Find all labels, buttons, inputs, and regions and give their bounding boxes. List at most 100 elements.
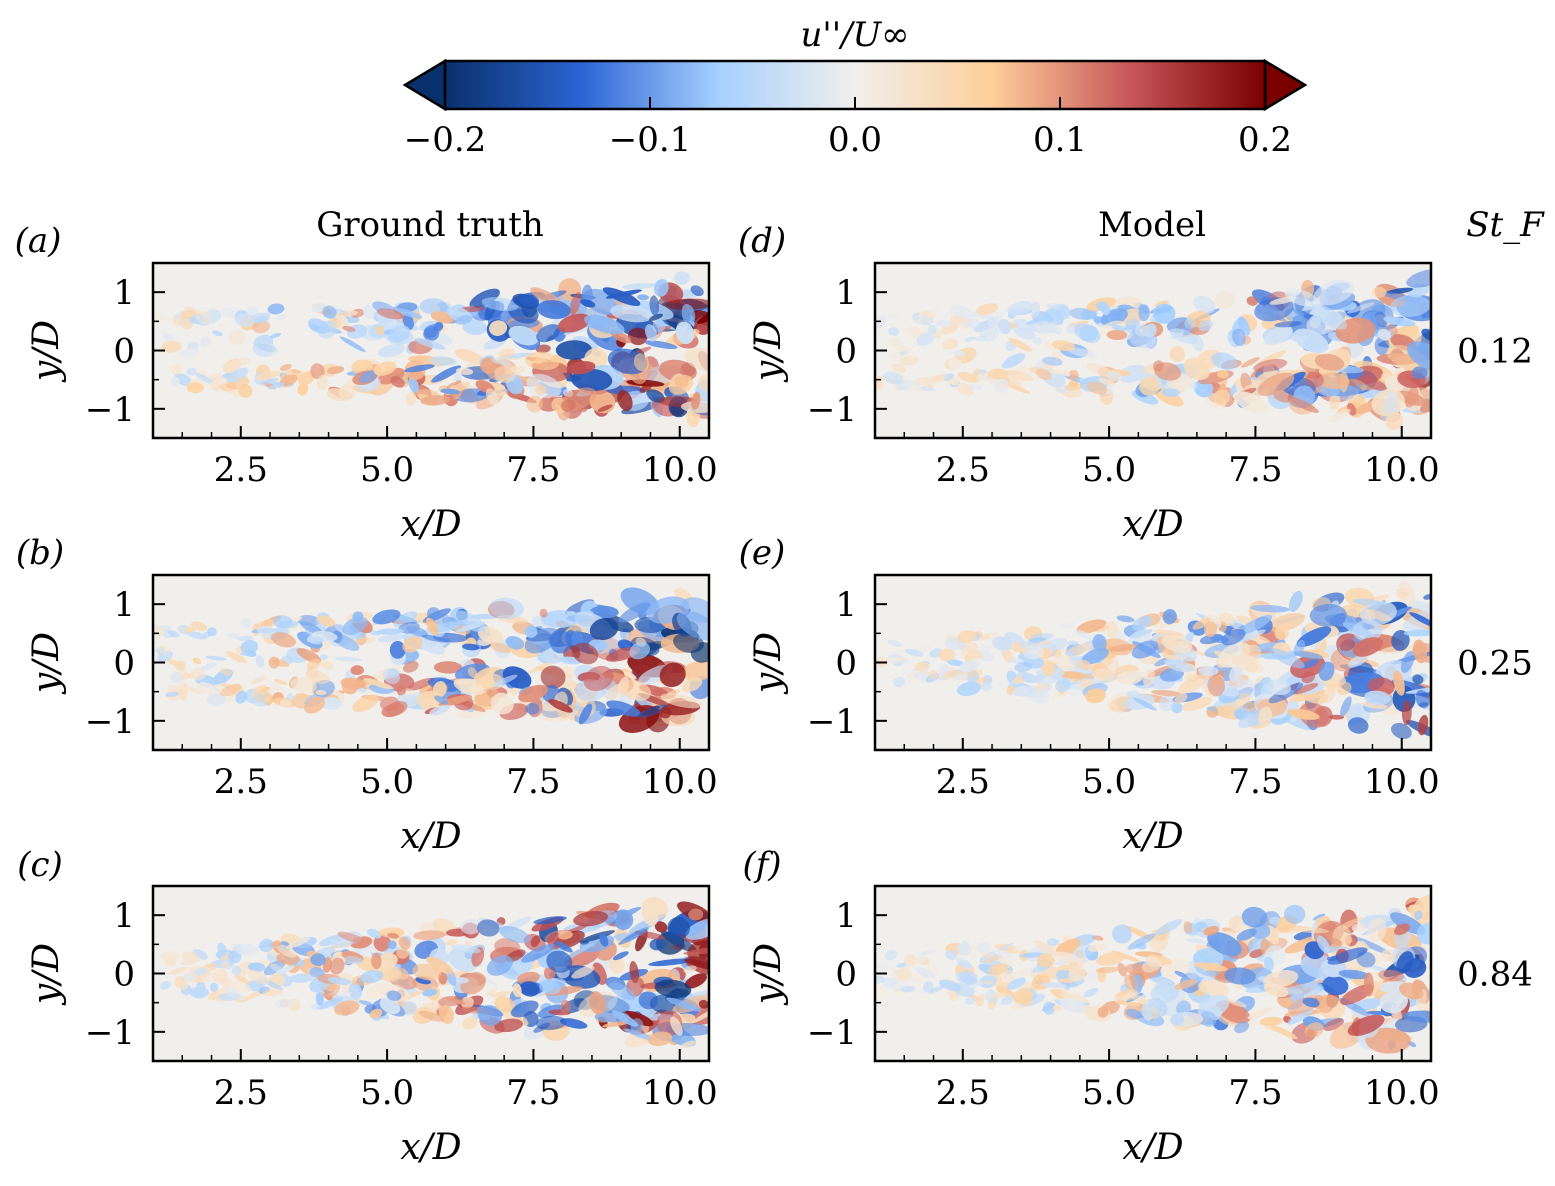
- heatmap-cell: [1064, 382, 1083, 391]
- heatmap-cell: [644, 340, 678, 350]
- heatmap-cell: [207, 693, 226, 706]
- heatmap-cell: [161, 340, 182, 353]
- heatmap-cell: [623, 670, 637, 680]
- heatmap-cell: [455, 367, 474, 375]
- heatmap-cell: [1081, 647, 1109, 665]
- heatmap-cell: [1293, 328, 1329, 354]
- heatmap-cell: [536, 300, 571, 320]
- heatmap-cell: [205, 655, 227, 661]
- x-axis-label: x/D: [1122, 504, 1183, 545]
- heatmap-cell: [208, 991, 220, 1001]
- heatmap-cell: [254, 315, 270, 324]
- heatmap-cell: [413, 930, 446, 941]
- heatmap-cell: [998, 318, 1012, 335]
- heatmap-cell: [431, 365, 462, 383]
- heatmap-cell: [422, 988, 438, 997]
- heatmap-cell: [402, 661, 419, 673]
- heatmap-cell: [1139, 376, 1161, 396]
- heatmap-cell: [555, 340, 592, 360]
- heatmap-cell: [165, 691, 179, 697]
- heatmap-cell: [477, 919, 500, 937]
- heatmap-cell: [1405, 687, 1431, 694]
- heatmap-cell: [489, 320, 508, 336]
- heatmap-cell: [1058, 622, 1076, 629]
- heatmap-cell: [991, 962, 1009, 975]
- heatmap-cell: [945, 949, 958, 960]
- x-axis-label: x/D: [1122, 816, 1183, 857]
- heatmap-cell: [1000, 995, 1016, 1005]
- heatmap-cell: [498, 926, 531, 944]
- heatmap-cell: [1169, 346, 1186, 363]
- heatmap-cell: [888, 337, 903, 348]
- heatmap-cell: [878, 643, 891, 654]
- heatmap-cell: [952, 350, 966, 357]
- heatmap-cell: [896, 962, 908, 968]
- heatmap-cell: [1383, 316, 1416, 327]
- heatmap-cell: [326, 366, 345, 375]
- heatmap-cell: [1127, 992, 1150, 1005]
- heatmap-cell: [1232, 653, 1264, 674]
- heatmap-cell: [1169, 328, 1199, 344]
- heatmap-cell: [684, 973, 707, 989]
- heatmap-cell: [489, 597, 524, 620]
- heatmap-cell: [194, 967, 208, 976]
- heatmap-cell: [433, 661, 463, 674]
- heatmap-cell: [1338, 969, 1369, 980]
- heatmap-cell: [1032, 336, 1043, 345]
- heatmap-cell: [956, 673, 969, 680]
- heatmap-cell: [286, 937, 311, 949]
- heatmap-cell: [1231, 619, 1243, 629]
- heatmap-cell: [160, 950, 180, 961]
- heatmap-field: [875, 580, 1431, 740]
- heatmap-cell: [597, 404, 613, 412]
- panel-d: 2.5 5.0 7.5 10.0 1 0 −1 x/D y/D (d) 0.12: [738, 221, 1533, 545]
- heatmap-cell: [645, 324, 657, 342]
- heatmap-cell: [389, 641, 406, 659]
- heatmap-cell: [599, 933, 609, 947]
- x-tick-label: 5.0: [360, 1073, 414, 1113]
- colorbar-tick-label: 0.1: [1033, 120, 1087, 160]
- heatmap-cell: [660, 930, 698, 953]
- heatmap-cell: [893, 676, 906, 688]
- heatmap-cell: [1414, 910, 1423, 920]
- heatmap-cell: [268, 656, 280, 669]
- x-tick-label: 5.0: [1082, 450, 1136, 490]
- heatmap-cell: [698, 999, 709, 1009]
- heatmap-cell: [571, 368, 613, 392]
- heatmap-cell: [1013, 943, 1027, 951]
- y-axis-label: y/D: [748, 943, 789, 1006]
- heatmap-cell: [462, 1016, 478, 1030]
- heatmap-cell: [1051, 340, 1076, 351]
- heatmap-cell: [269, 683, 284, 695]
- heatmap-cell: [1203, 621, 1218, 638]
- heatmap-cell: [1302, 997, 1320, 1008]
- heatmap-cell: [315, 991, 324, 1006]
- heatmap-cell: [891, 363, 907, 373]
- heatmap-cell: [393, 611, 418, 628]
- heatmap-cell: [377, 633, 406, 643]
- heatmap-cell: [1020, 952, 1044, 958]
- heatmap-cell: [196, 682, 216, 694]
- heatmap-cell: [319, 660, 334, 670]
- heatmap-cell: [666, 997, 702, 1012]
- heatmap-cell: [277, 944, 297, 958]
- heatmap-cell: [546, 950, 573, 973]
- heatmap-cell: [982, 980, 994, 985]
- heatmap-cell: [967, 649, 983, 660]
- heatmap-cell: [1127, 933, 1156, 950]
- heatmap-cell: [1241, 906, 1268, 928]
- heatmap-cell: [1007, 300, 1033, 316]
- heatmap-cell: [1394, 923, 1410, 936]
- heatmap-cell: [891, 656, 907, 662]
- heatmap-cell: [276, 313, 286, 321]
- heatmap-cell: [1399, 982, 1424, 1000]
- heatmap-field: [160, 897, 709, 1049]
- colorbar-tick-label: −0.2: [404, 120, 487, 160]
- heatmap-cell: [209, 982, 219, 992]
- heatmap-cell: [220, 667, 232, 677]
- heatmap-cell: [548, 699, 573, 713]
- panel-e: 2.5 5.0 7.5 10.0 1 0 −1 x/D y/D (e) 0.25: [739, 533, 1533, 857]
- heatmap-cell: [1213, 389, 1231, 406]
- heatmap-cell: [406, 625, 429, 638]
- heatmap-cell: [608, 955, 625, 974]
